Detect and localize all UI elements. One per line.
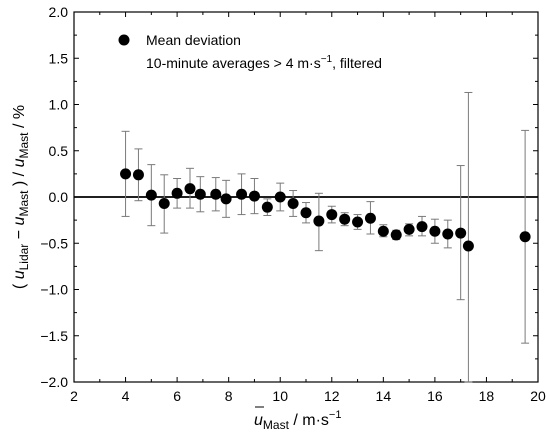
legend-note-sup: −1 — [321, 54, 333, 65]
y-tick-label: −1.5 — [40, 328, 68, 344]
legend: Mean deviation 10-minute averages > 4 m·… — [118, 32, 382, 71]
data-point — [313, 215, 325, 227]
data-point — [171, 187, 183, 199]
x-axis-title-sub: Mast — [263, 418, 290, 432]
x-tick-label: 20 — [530, 388, 546, 404]
data-point — [274, 191, 286, 203]
data-point — [442, 228, 454, 240]
y-title-sub1: Lidar — [17, 244, 31, 271]
legend-note: 10-minute averages > 4 m·s−1, filtered — [146, 54, 382, 71]
plot-area: 2 4 6 8 10 12 14 16 18 20 −2.0 −1.5 −1.0 −0.5 0.0 0.5 1… — [40, 4, 546, 404]
y-tick-label: 1.5 — [49, 50, 69, 66]
data-point — [339, 213, 351, 225]
data-point — [364, 212, 376, 224]
y-tick-label: 1.0 — [49, 97, 69, 113]
x-tick-label: 2 — [70, 388, 78, 404]
y-axis-ticks: −2.0 −1.5 −1.0 −0.5 0.0 0.5 1.0 1.5 2.0 — [40, 4, 538, 390]
data-point — [326, 209, 338, 221]
y-tick-label: 0.0 — [49, 189, 69, 205]
data-point — [145, 189, 157, 201]
data-point — [120, 168, 132, 180]
error-bar — [464, 91, 473, 383]
x-tick-label: 4 — [122, 388, 130, 404]
x-tick-label: 8 — [225, 388, 233, 404]
y-title-minus: − — [11, 225, 28, 243]
x-tick-label: 18 — [479, 388, 495, 404]
data-point — [390, 229, 402, 241]
y-tick-label: 0.5 — [49, 143, 69, 159]
legend-note-prefix: 10-minute averages > 4 m·s — [146, 55, 321, 71]
y-axis-title: ( uLidar − uMast ) / uMast / % — [11, 105, 31, 289]
data-point — [429, 225, 441, 237]
data-point — [158, 197, 170, 209]
data-point — [462, 240, 474, 252]
data-point — [416, 221, 428, 233]
data-point — [261, 201, 273, 213]
error-bars — [121, 91, 530, 383]
x-tick-label: 16 — [427, 388, 443, 404]
x-tick-label: 12 — [324, 388, 340, 404]
y-title-var1: u — [11, 270, 28, 279]
data-point — [300, 207, 312, 219]
data-points — [120, 168, 531, 252]
data-point — [377, 225, 389, 237]
data-point — [132, 169, 144, 181]
data-point — [194, 188, 206, 200]
data-point — [220, 193, 232, 205]
y-title-var3: u — [11, 158, 28, 167]
y-tick-label: 2.0 — [49, 4, 69, 20]
x-axis-title: uMast / m·s−1 — [254, 406, 341, 432]
svg-text:uMast / m·s−1: uMast / m·s−1 — [254, 409, 341, 432]
data-point — [519, 231, 531, 243]
legend-note-suffix: , filtered — [332, 55, 382, 71]
y-title-open: ( — [11, 279, 28, 289]
y-title-unit: / % — [11, 105, 28, 133]
data-point — [352, 216, 364, 228]
x-tick-label: 10 — [272, 388, 288, 404]
y-title-sub3: Mast — [17, 132, 31, 159]
data-point — [455, 227, 467, 239]
x-tick-label: 6 — [173, 388, 181, 404]
y-title-sub2: Mast — [17, 190, 31, 217]
data-point — [184, 183, 196, 195]
data-point — [248, 190, 260, 202]
legend-label: Mean deviation — [146, 32, 241, 48]
y-tick-label: −2.0 — [40, 374, 68, 390]
x-axis-ticks: 2 4 6 8 10 12 14 16 18 20 — [70, 12, 546, 404]
data-point — [210, 188, 222, 200]
x-tick-label: 14 — [376, 388, 392, 404]
data-point — [287, 197, 299, 209]
y-title-var2: u — [11, 216, 28, 225]
data-point — [236, 188, 248, 200]
y-title-mid: ) / — [11, 167, 28, 190]
legend-marker — [118, 34, 130, 46]
data-point — [403, 223, 415, 235]
y-tick-label: −0.5 — [40, 235, 68, 251]
x-axis-title-sup: −1 — [329, 409, 342, 421]
x-axis-title-rest: / m·s — [289, 412, 329, 429]
x-axis-title-var: u — [254, 412, 263, 429]
y-tick-label: −1.0 — [40, 282, 68, 298]
